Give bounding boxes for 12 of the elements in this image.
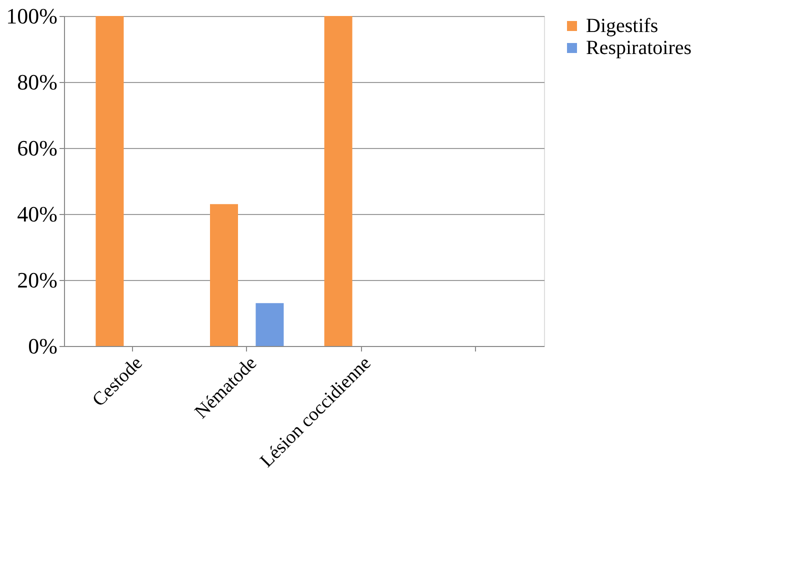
bar [96, 16, 124, 346]
legend-label: Respiratoires [586, 37, 692, 59]
bar [256, 303, 284, 346]
y-tick-label: 80% [17, 70, 58, 94]
y-tick-label: 20% [17, 268, 58, 292]
legend-label: Digestifs [586, 15, 658, 37]
bar [210, 204, 238, 346]
bar [324, 16, 352, 346]
y-tick-label: 0% [28, 334, 58, 358]
y-tick-label: 40% [17, 202, 58, 226]
y-tick-label: 100% [6, 4, 58, 28]
y-tick-label: 60% [17, 136, 58, 160]
